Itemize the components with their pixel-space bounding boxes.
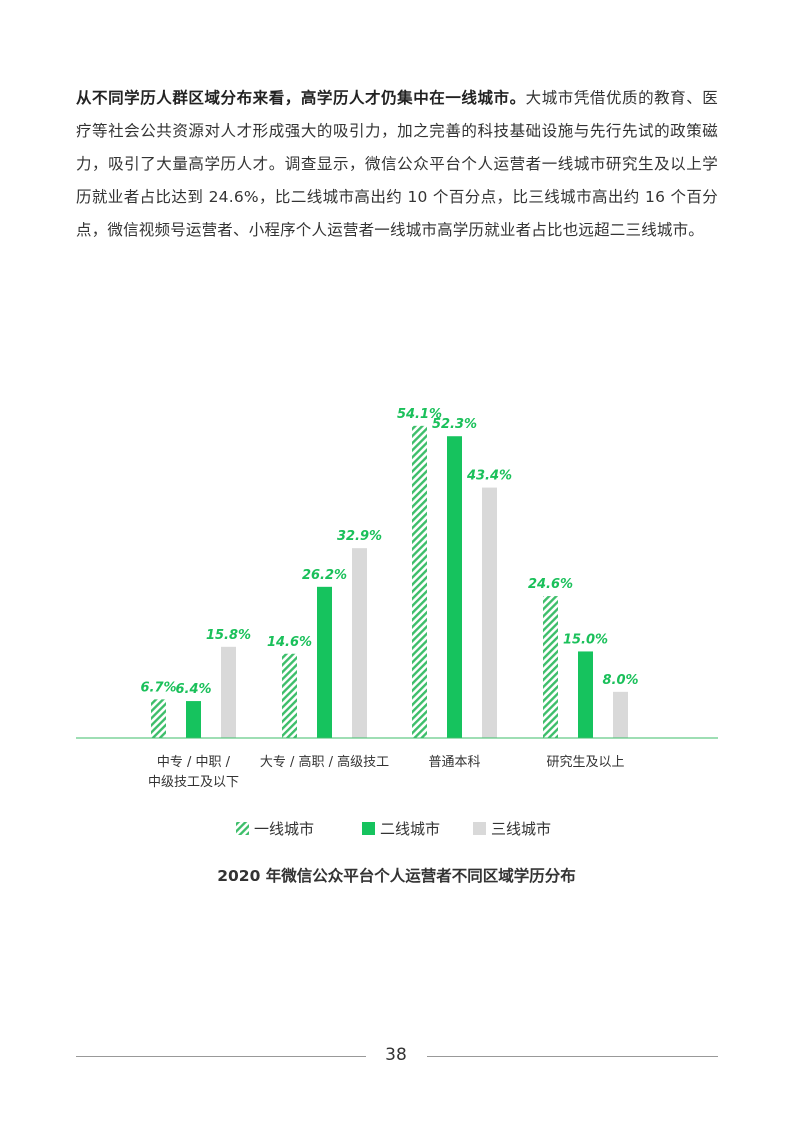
value-label-3-1: 15.8% xyxy=(206,628,251,643)
value-label-3-3: 43.4% xyxy=(466,469,512,484)
legend-swatch-3 xyxy=(473,822,486,835)
legend-swatch-2 xyxy=(362,822,375,835)
bar-1-4 xyxy=(543,596,558,738)
bar-2-2 xyxy=(317,586,332,738)
value-label-1-2: 14.6% xyxy=(267,635,312,650)
intro-paragraph: 从不同学历人群区域分布来看，高学历人才仍集中在一线城市。大城市凭借优质的教育、医… xyxy=(76,82,718,247)
category-label-1-line-1: 中专 / 中职 / xyxy=(157,755,231,770)
bar-3-1 xyxy=(221,646,236,738)
value-label-2-2: 26.2% xyxy=(302,568,347,583)
intro-paragraph-bold: 从不同学历人群区域分布来看，高学历人才仍集中在一线城市。 xyxy=(76,88,526,107)
bar-2-1 xyxy=(186,701,201,738)
category-label-1-line-2: 中级技工及以下 xyxy=(148,775,239,790)
chart-caption: 2020 年微信公众平台个人运营者不同区域学历分布 xyxy=(217,867,576,885)
bars-group xyxy=(151,425,628,738)
value-label-3-4: 8.0% xyxy=(602,673,638,688)
bar-3-3 xyxy=(482,487,497,738)
bar-2-4 xyxy=(578,651,593,738)
category-labels-group: 中专 / 中职 / 中级技工及以下 大专 / 高职 / 高级技工 普通本科 研究生及以上 xyxy=(148,754,625,790)
footer-divider-right xyxy=(427,1056,718,1057)
legend-label-1: 一线城市 xyxy=(254,820,314,838)
legend-label-3: 三线城市 xyxy=(491,820,551,838)
value-label-2-4: 15.0% xyxy=(563,632,608,647)
bar-3-2 xyxy=(352,548,367,738)
value-label-3-2: 32.9% xyxy=(337,529,382,544)
value-label-1-1: 6.7% xyxy=(140,680,176,695)
education-distribution-chart: 6.7% 14.6% 54.1% 24.6% 6.4% 26.2% 52.3% 15.0% 15… xyxy=(76,407,718,838)
bar-1-2 xyxy=(282,653,297,738)
bar-1-1 xyxy=(151,699,166,738)
value-labels-group: 6.7% 14.6% 54.1% 24.6% 6.4% 26.2% 52.3% 15.0% 15… xyxy=(140,407,638,697)
value-label-2-1: 6.4% xyxy=(175,682,211,697)
bar-3-4 xyxy=(613,691,628,738)
footer-divider-left xyxy=(76,1056,366,1057)
bar-1-3 xyxy=(412,425,427,738)
intro-paragraph-text: 大城市凭借优质的教育、医疗等社会公共资源对人才形成强大的吸引力，加之完善的科技基… xyxy=(76,88,719,239)
legend-swatch-1 xyxy=(236,822,249,835)
bar-2-3 xyxy=(447,436,462,738)
category-label-4: 研究生及以上 xyxy=(546,755,624,770)
legend-label-2: 二线城市 xyxy=(380,820,440,838)
value-label-2-3: 52.3% xyxy=(432,417,477,432)
page-number: 38 xyxy=(385,1045,407,1065)
category-label-2: 大专 / 高职 / 高级技工 xyxy=(260,754,389,770)
legend: 一线城市 二线城市 三线城市 xyxy=(236,820,551,838)
value-label-1-4: 24.6% xyxy=(528,577,573,592)
category-label-3: 普通本科 xyxy=(428,755,480,770)
value-label-1-3: 54.1% xyxy=(397,407,442,422)
